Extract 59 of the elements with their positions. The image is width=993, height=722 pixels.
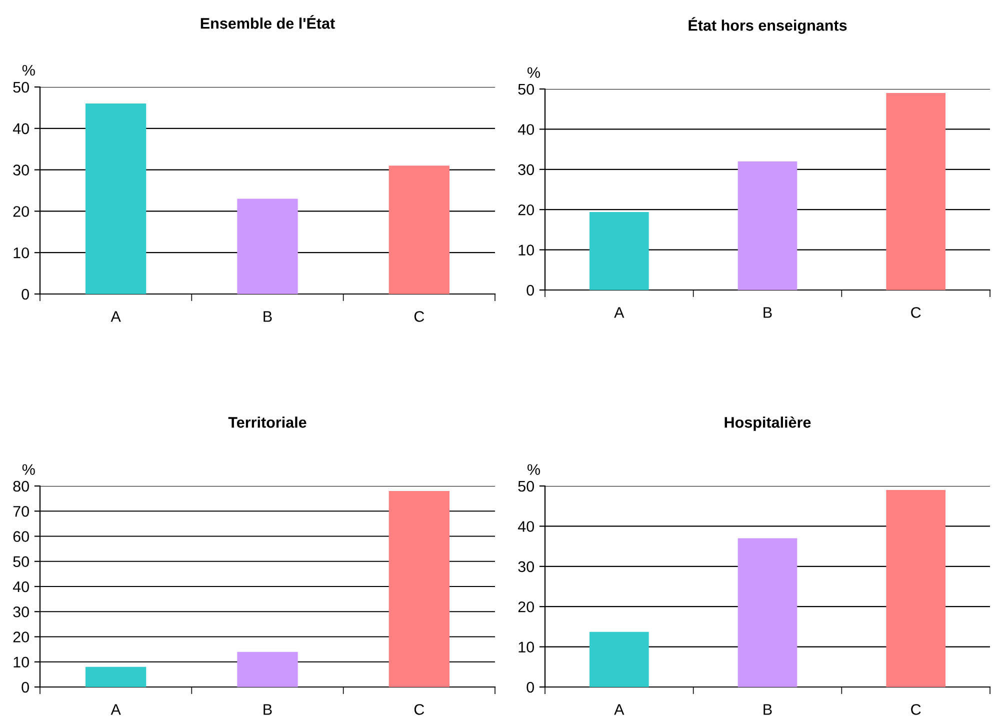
bar <box>738 538 798 687</box>
y-tick-label: 0 <box>22 682 29 693</box>
y-tick-label: 30 <box>518 561 534 572</box>
x-tick-label: C <box>911 307 921 318</box>
y-axis-title: % <box>22 464 35 475</box>
x-tick-label: A <box>614 307 624 318</box>
y-tick-label: 80 <box>13 480 29 492</box>
x-tick-label: C <box>414 311 424 322</box>
y-tick-label: 0 <box>526 682 534 693</box>
x-tick-label: B <box>764 704 772 715</box>
y-tick-label: 30 <box>518 164 534 176</box>
bar <box>590 212 649 290</box>
bar <box>237 652 298 687</box>
y-tick-label: 50 <box>13 82 29 93</box>
y-tick-label: 0 <box>526 284 534 296</box>
x-tick-label: A <box>614 704 624 715</box>
chart-title: Hospitalière <box>724 416 811 431</box>
bar <box>237 198 298 294</box>
x-tick-label: B <box>764 307 772 318</box>
x-tick-label: B <box>264 311 272 322</box>
bar <box>738 161 798 290</box>
x-tick-label: C <box>414 704 424 715</box>
chart-title: État hors enseignants <box>688 17 847 34</box>
y-tick-label: 0 <box>22 288 29 300</box>
bar <box>86 104 146 294</box>
bar <box>388 166 450 294</box>
y-tick-label: 60 <box>13 531 29 542</box>
chart-title: Ensemble de l'État <box>200 15 335 29</box>
bar <box>86 666 146 687</box>
y-axis-title: % <box>528 67 540 78</box>
y-axis-title: % <box>528 464 540 475</box>
y-tick-label: 20 <box>13 632 29 642</box>
y-tick-label: 40 <box>12 123 29 134</box>
y-tick-label: 70 <box>13 506 29 517</box>
y-tick-label: 40 <box>518 521 534 532</box>
y-tick-label: 40 <box>12 581 29 592</box>
bar <box>388 491 450 687</box>
bar <box>886 93 946 290</box>
x-tick-label: A <box>110 311 121 322</box>
y-tick-label: 20 <box>518 601 534 612</box>
bar <box>886 490 946 687</box>
x-tick-label: A <box>110 704 121 715</box>
chart-title: Territoriale <box>228 416 306 428</box>
x-tick-label: B <box>264 704 272 715</box>
y-tick-label: 10 <box>518 642 534 652</box>
bar <box>590 632 649 687</box>
x-tick-label: C <box>911 704 921 715</box>
y-tick-label: 10 <box>14 656 29 668</box>
y-tick-label: 40 <box>518 124 534 135</box>
y-tick-label: 20 <box>13 206 29 217</box>
y-tick-label: 30 <box>13 606 29 618</box>
y-tick-label: 50 <box>518 84 534 95</box>
y-axis-title: % <box>22 64 35 76</box>
y-tick-label: 50 <box>518 480 534 492</box>
y-tick-label: 10 <box>518 244 534 256</box>
y-tick-label: 10 <box>14 247 29 258</box>
y-tick-label: 50 <box>13 556 29 568</box>
y-tick-label: 20 <box>518 204 534 216</box>
y-tick-label: 30 <box>13 164 29 176</box>
